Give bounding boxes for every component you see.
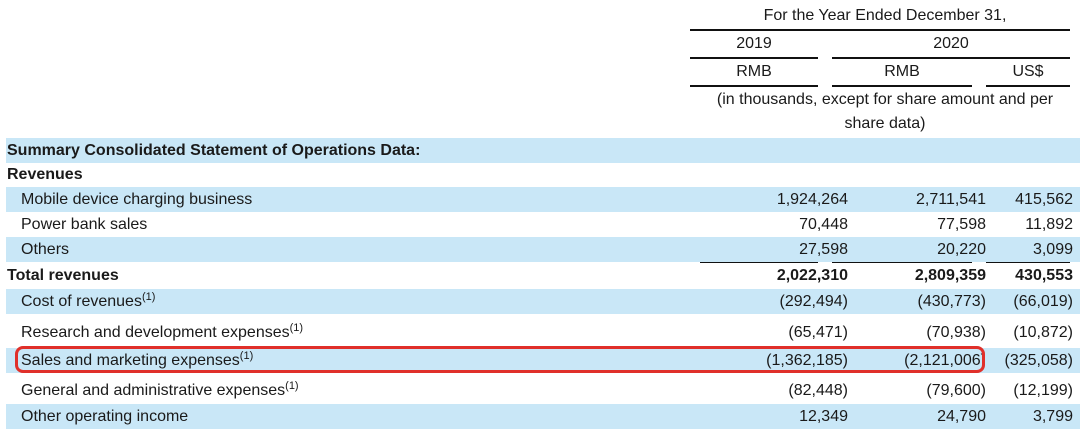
table-row: Power bank sales 70,448 77,598 11,892 <box>6 212 1080 237</box>
value-2020: 24,790 <box>937 408 986 425</box>
value-2020: (2,121,006) <box>904 352 986 369</box>
value-2020: 2,809,359 <box>914 267 986 284</box>
currency-2020-rule <box>832 85 972 87</box>
table-row: Cost of revenues(1) (292,494) (430,773) … <box>6 289 1080 314</box>
row-label: Others <box>21 241 70 258</box>
value-usd: 3,799 <box>1032 408 1073 425</box>
units-note-line2: share data) <box>844 115 926 132</box>
table-row: General and administrative expenses(1) (… <box>6 378 1080 403</box>
footnote-marker: (1) <box>285 380 299 392</box>
row-label: Summary Consolidated Statement of Operat… <box>7 142 421 159</box>
footnote-marker: (1) <box>289 322 304 334</box>
currency-2019-rule <box>690 85 818 87</box>
value-2020: 77,598 <box>937 216 986 233</box>
table-row: Research and development expenses(1) (65… <box>6 320 1080 345</box>
period-rule <box>690 29 1070 31</box>
value-2020: (79,600) <box>926 382 986 399</box>
value-usd: 11,892 <box>1025 216 1073 233</box>
value-2020: 20,220 <box>937 241 986 258</box>
row-label: Power bank sales <box>21 216 148 233</box>
year-2020-rule <box>832 57 1070 59</box>
value-2020: 2,711,541 <box>916 191 986 208</box>
footnote-marker: (1) <box>141 291 156 303</box>
value-2019: (82,448) <box>788 382 848 399</box>
value-2019: 1,924,264 <box>776 191 848 208</box>
value-2019: 70,448 <box>799 216 848 233</box>
currency-2020-header: RMB <box>884 63 920 80</box>
table-row-revenues-heading: Revenues <box>6 162 1080 187</box>
value-usd: 3,099 <box>1032 241 1073 258</box>
table-row-section-title: Summary Consolidated Statement of Operat… <box>6 138 1080 163</box>
value-2020: (430,773) <box>917 293 987 310</box>
row-label: Revenues <box>7 166 83 183</box>
row-label-text: Research and development expenses <box>21 324 290 341</box>
subtotal-rule-usd <box>986 262 1070 263</box>
value-2020: (70,938) <box>926 324 986 341</box>
subtotal-rule-2020 <box>832 262 972 263</box>
year-2019-rule <box>690 57 818 59</box>
row-label: Sales and marketing expenses(1) <box>21 348 253 373</box>
table-row: Mobile device charging business 1,924,26… <box>6 187 1080 212</box>
value-usd: (66,019) <box>1013 293 1073 310</box>
row-label: Other operating income <box>21 408 189 425</box>
row-label-text: Sales and marketing expenses <box>21 352 240 369</box>
value-usd: (10,872) <box>1013 324 1073 341</box>
value-2019: 12,349 <box>799 408 848 425</box>
subtotal-rule-2019 <box>700 262 818 263</box>
value-2019: 2,022,310 <box>776 267 848 284</box>
period-header: For the Year Ended December 31, <box>763 7 1007 24</box>
currency-usd-rule <box>986 85 1070 87</box>
value-usd: 430,553 <box>1015 267 1073 284</box>
year-2019-header: 2019 <box>736 35 772 52</box>
table-row: Others 27,598 20,220 3,099 <box>6 237 1080 262</box>
row-label: General and administrative expenses(1) <box>21 378 299 403</box>
value-usd: (12,199) <box>1013 382 1073 399</box>
table-row: Other operating income 12,349 24,790 3,7… <box>6 404 1080 429</box>
table-row-total-revenues: Total revenues 2,022,310 2,809,359 430,5… <box>6 263 1080 288</box>
value-2019: (65,471) <box>788 324 848 341</box>
highlight-annotation-box <box>15 346 985 373</box>
table-row-highlighted: Sales and marketing expenses(1) (1,362,1… <box>6 348 1080 373</box>
value-2019: 27,598 <box>799 241 848 258</box>
row-label: Research and development expenses(1) <box>21 320 303 345</box>
value-2019: (292,494) <box>779 293 849 310</box>
currency-2019-header: RMB <box>736 63 772 80</box>
year-2020-header: 2020 <box>933 35 969 52</box>
row-label-text: General and administrative expenses <box>21 382 286 399</box>
value-2019: (1,362,185) <box>766 352 848 369</box>
row-label: Mobile device charging business <box>21 191 253 208</box>
value-usd: 415,562 <box>1015 191 1073 208</box>
currency-usd-header: US$ <box>1012 63 1044 80</box>
row-label: Total revenues <box>7 267 119 284</box>
units-note-line1: (in thousands, except for share amount a… <box>716 91 1054 108</box>
footnote-marker: (1) <box>239 350 254 362</box>
row-label-text: Cost of revenues <box>21 293 142 310</box>
row-label: Cost of revenues(1) <box>21 289 155 314</box>
value-usd: (325,058) <box>1004 352 1074 369</box>
